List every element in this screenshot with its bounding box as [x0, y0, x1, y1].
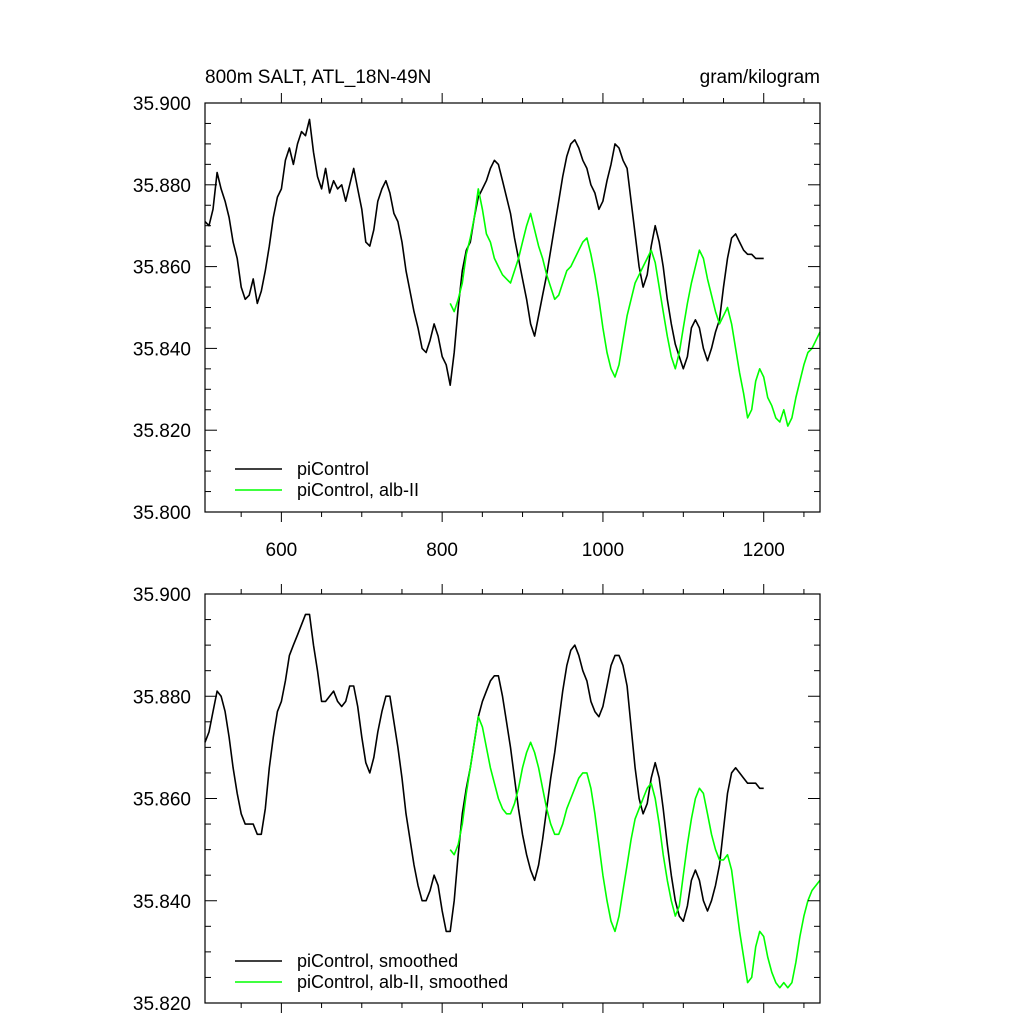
series-line-picontrol-alb-ii-smoothed	[449, 715, 821, 989]
top-panel-ticks: 35.800 35.820 35.840 35.860 35.880 35.900 600 8…	[133, 93, 820, 561]
legend-label-picontrol-smoothed: piControl, smoothed	[297, 951, 458, 971]
top-panel: 800m SALT, ATL_18N-49N gram/kilogram 35.…	[133, 67, 821, 561]
top-panel-title-right: gram/kilogram	[700, 67, 820, 88]
legend-label-picontrol-alb-ii: piControl, alb-II	[297, 480, 419, 500]
y-tick-label: 35.880	[133, 687, 191, 708]
y-tick-label: 35.860	[133, 258, 191, 279]
y-tick-label: 35.860	[133, 790, 191, 811]
top-panel-title-left: 800m SALT, ATL_18N-49N	[205, 67, 431, 88]
bottom-panel: 35.820 35.840 35.860 35.880 35.900 piControl…	[133, 584, 821, 1015]
series-line-picontrol-smoothed	[204, 613, 764, 933]
y-tick-label: 35.840	[133, 892, 191, 913]
y-tick-label: 35.900	[133, 585, 191, 606]
bottom-panel-legend: piControl, smoothed piControl, alb-II, s…	[235, 951, 508, 992]
bottom-panel-series	[204, 613, 821, 989]
legend-label-picontrol-alb-ii-smoothed: piControl, alb-II, smoothed	[297, 972, 508, 992]
x-tick-label: 1200	[743, 540, 785, 561]
series-line-picontrol-alb-ii	[449, 188, 821, 427]
x-tick-label: 800	[426, 540, 458, 561]
y-tick-label: 35.840	[133, 339, 191, 360]
y-tick-label: 35.820	[133, 994, 191, 1015]
y-tick-label: 35.900	[133, 94, 191, 115]
x-tick-label: 600	[266, 540, 298, 561]
x-tick-label: 1000	[582, 540, 624, 561]
top-panel-series	[204, 118, 821, 427]
y-tick-label: 35.880	[133, 176, 191, 197]
bottom-panel-ticks: 35.820 35.840 35.860 35.880 35.900	[133, 584, 820, 1015]
y-tick-label: 35.800	[133, 503, 191, 524]
top-panel-legend: piControl piControl, alb-II	[235, 459, 419, 500]
bottom-panel-frame	[204, 593, 821, 1004]
series-line-picontrol	[204, 118, 764, 387]
legend-label-picontrol: piControl	[297, 459, 369, 479]
y-tick-label: 35.820	[133, 421, 191, 442]
top-panel-frame	[204, 102, 821, 513]
